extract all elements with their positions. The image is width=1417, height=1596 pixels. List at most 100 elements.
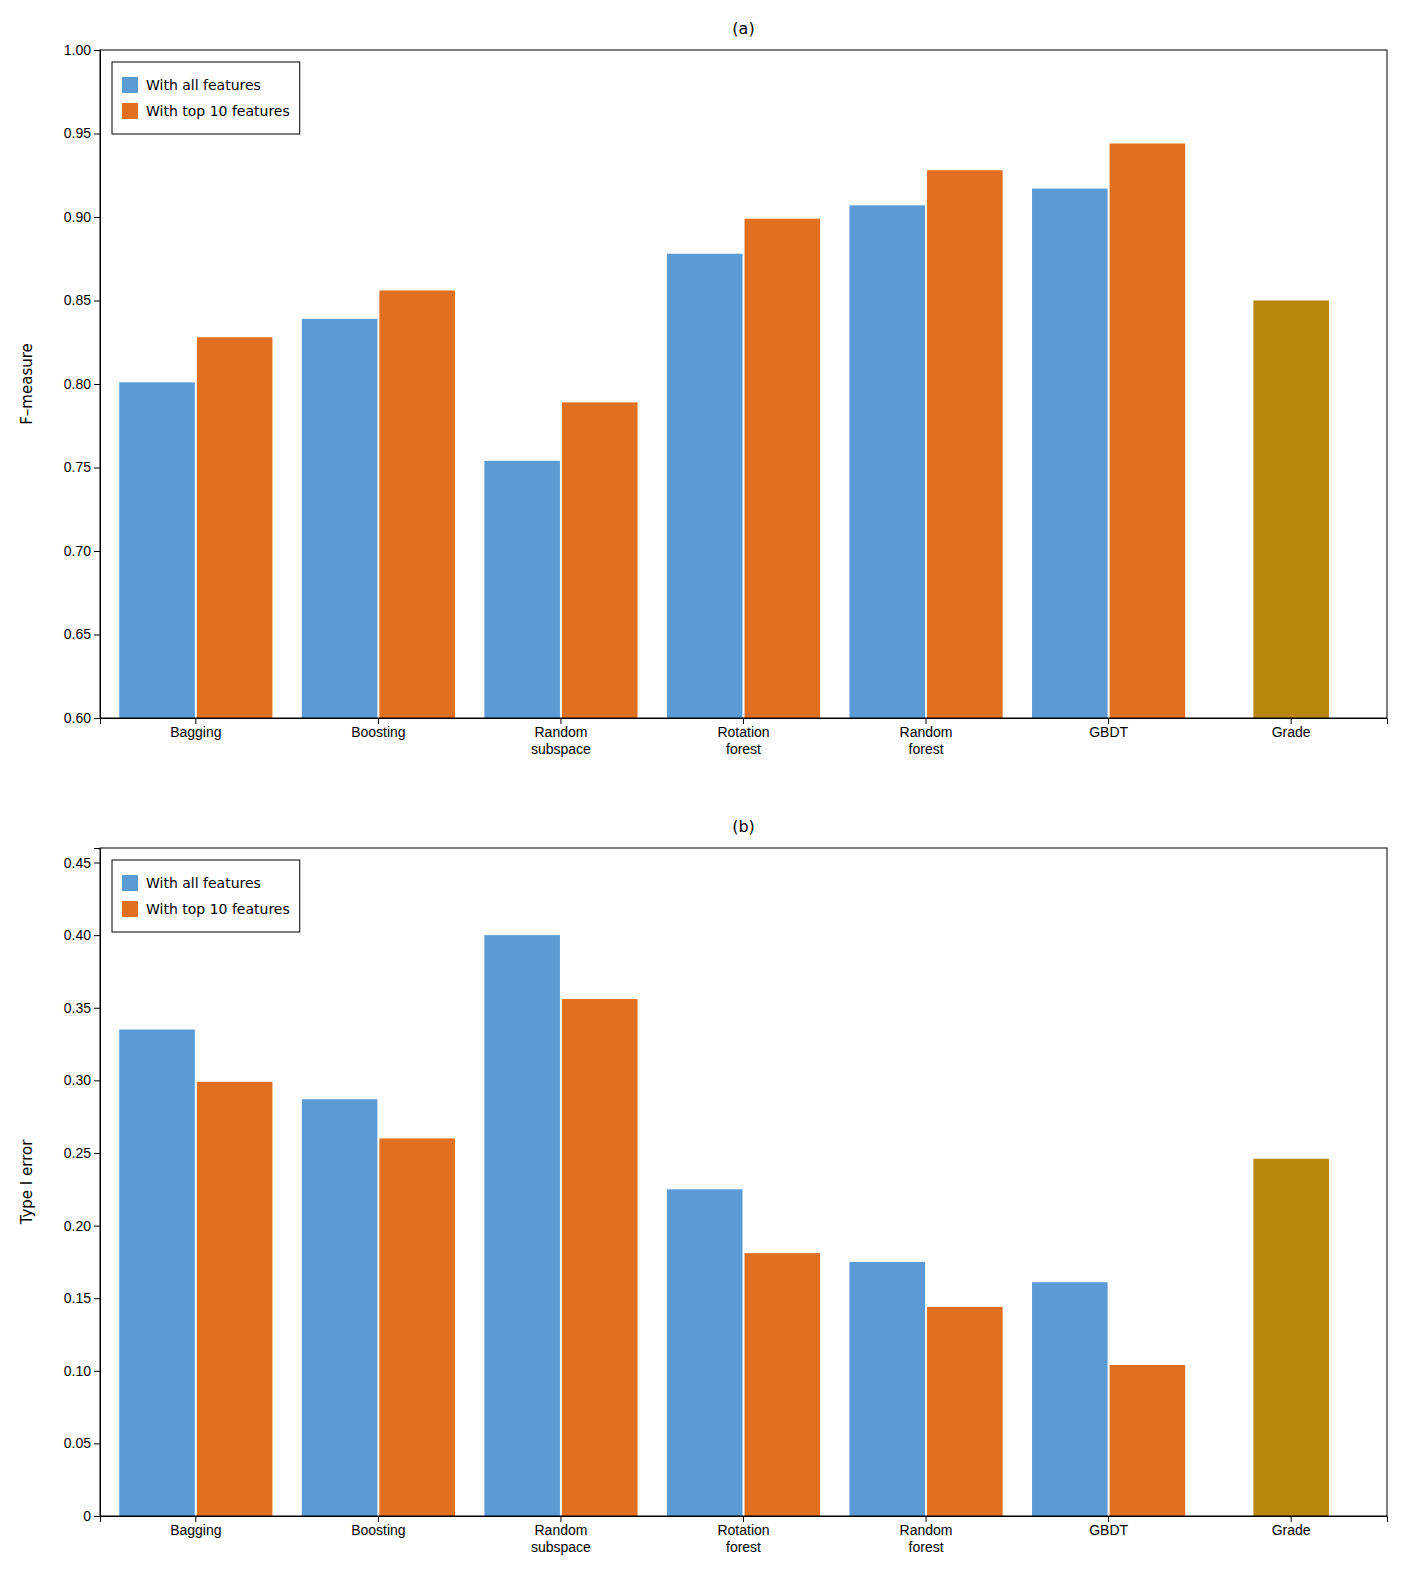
bar bbox=[667, 1189, 743, 1516]
y-tick: 0.40 bbox=[64, 927, 100, 943]
x-tick-label: Randomforest bbox=[900, 1522, 953, 1555]
bar bbox=[379, 290, 455, 718]
title: (a) bbox=[732, 19, 754, 38]
y-tick-label: 0.65 bbox=[64, 626, 91, 642]
bar bbox=[197, 1082, 273, 1516]
bar bbox=[119, 1030, 195, 1516]
y-tick-mark bbox=[94, 384, 100, 385]
bar bbox=[197, 337, 273, 718]
x-tick-label: Randomsubspace bbox=[531, 1522, 591, 1555]
x-tick-label: Grade bbox=[1272, 724, 1311, 740]
x-tick: Boosting bbox=[351, 1516, 405, 1538]
y-tick-label: 0.95 bbox=[64, 125, 91, 141]
y-tick-mark bbox=[94, 1226, 100, 1227]
bar bbox=[927, 170, 1003, 718]
bar bbox=[1110, 144, 1186, 718]
x-tick: GBDT bbox=[1089, 1516, 1128, 1538]
y-tick-label: 0 bbox=[83, 1508, 91, 1524]
y-tick-label: 0.15 bbox=[64, 1290, 91, 1306]
x-tick-label: Rotationforest bbox=[717, 724, 769, 757]
x-tick: Boosting bbox=[351, 718, 405, 740]
x-tick: Randomforest bbox=[900, 1516, 953, 1555]
bar bbox=[484, 461, 560, 718]
y-tick-mark bbox=[94, 1008, 100, 1009]
y-tick: 0.20 bbox=[64, 1218, 100, 1234]
plot-frame bbox=[100, 50, 1387, 718]
y-axis: 00.050.100.150.200.250.300.350.400.45 bbox=[64, 849, 101, 1524]
y-tick-mark bbox=[94, 718, 100, 719]
y-tick-label: 0.10 bbox=[64, 1363, 91, 1379]
y-tick: 1.00 bbox=[64, 42, 100, 58]
chart: 00.050.100.150.200.250.300.350.400.45Bag… bbox=[18, 817, 1388, 1555]
x-axis: Bagging Boosting Randomsubspace Rotationfor… bbox=[101, 718, 1388, 757]
y-tick: 0.95 bbox=[64, 125, 100, 141]
y-tick: 0.90 bbox=[64, 209, 100, 225]
y-tick-mark bbox=[94, 551, 100, 552]
x-tick-label: Bagging bbox=[170, 724, 221, 740]
y-tick: 0.10 bbox=[64, 1363, 100, 1379]
bar bbox=[562, 402, 638, 718]
y-axis-title: F–measure bbox=[18, 343, 36, 425]
x-tick-label: Grade bbox=[1272, 1522, 1311, 1538]
y-tick-label: 0.70 bbox=[64, 543, 91, 559]
y-tick-mark bbox=[94, 468, 100, 469]
legend-swatch bbox=[122, 77, 138, 93]
bar bbox=[745, 1253, 821, 1516]
y-tick-mark bbox=[94, 1298, 100, 1299]
legend-frame bbox=[112, 62, 300, 134]
y-tick-label: 0.60 bbox=[64, 710, 91, 726]
y-tick-mark bbox=[94, 50, 100, 51]
x-tick: Bagging bbox=[170, 1516, 221, 1538]
bar bbox=[1032, 1282, 1108, 1516]
y-tick-mark bbox=[94, 1443, 100, 1444]
bar bbox=[1110, 1365, 1186, 1516]
legend: With all featuresWith top 10 features bbox=[112, 860, 300, 932]
y-tick: 0.05 bbox=[64, 1435, 100, 1451]
x-tick: Randomsubspace bbox=[531, 1516, 591, 1555]
x-tick-label: Boosting bbox=[351, 1522, 405, 1538]
axis-line bbox=[94, 849, 101, 1517]
x-tick-label: GBDT bbox=[1089, 1522, 1128, 1538]
x-tick-label: Rotationforest bbox=[717, 1522, 769, 1555]
y-tick: 0 bbox=[83, 1508, 100, 1524]
legend-frame bbox=[112, 860, 300, 932]
bar bbox=[484, 935, 560, 1516]
y-tick-mark bbox=[94, 217, 100, 218]
x-tick-label: Randomsubspace bbox=[531, 724, 591, 757]
bar bbox=[849, 205, 925, 718]
y-tick: 0.35 bbox=[64, 1000, 100, 1016]
x-tick: Grade bbox=[1272, 1516, 1311, 1538]
x-tick: Rotationforest bbox=[717, 718, 769, 757]
x-tick-label: Boosting bbox=[351, 724, 405, 740]
y-tick-label: 1.00 bbox=[64, 42, 91, 58]
figure: 0.600.650.700.750.800.850.900.951.00Bagg… bbox=[0, 0, 1417, 1596]
bar bbox=[1253, 301, 1329, 719]
y-tick: 0.15 bbox=[64, 1290, 100, 1306]
y-axis: 0.600.650.700.750.800.850.900.951.00 bbox=[64, 42, 101, 726]
bar bbox=[562, 999, 638, 1516]
x-tick-label: Bagging bbox=[170, 1522, 221, 1538]
bar bbox=[927, 1307, 1003, 1516]
y-tick-label: 0.35 bbox=[64, 1000, 91, 1016]
legend-swatch bbox=[122, 875, 138, 891]
x-tick: Bagging bbox=[170, 718, 221, 740]
y-tick: 0.70 bbox=[64, 543, 100, 559]
legend-swatch bbox=[122, 901, 138, 917]
legend-label: With all features bbox=[146, 77, 261, 93]
y-tick: 0.30 bbox=[64, 1072, 100, 1088]
legend-label: With all features bbox=[146, 875, 261, 891]
x-axis: Bagging Boosting Randomsubspace Rotationfor… bbox=[101, 1516, 1388, 1555]
y-tick-label: 0.80 bbox=[64, 376, 91, 392]
x-tick: Grade bbox=[1272, 718, 1311, 740]
y-tick-label: 0.20 bbox=[64, 1218, 91, 1234]
chart: 0.600.650.700.750.800.850.900.951.00Bagg… bbox=[18, 19, 1388, 1596]
bar bbox=[302, 1099, 378, 1516]
y-tick-label: 0.05 bbox=[64, 1435, 91, 1451]
bar bbox=[849, 1262, 925, 1516]
x-tick: GBDT bbox=[1089, 718, 1128, 740]
y-tick-mark bbox=[94, 134, 100, 135]
bar bbox=[379, 1138, 455, 1516]
y-tick-mark bbox=[94, 635, 100, 636]
x-tick-label: Randomforest bbox=[900, 724, 953, 757]
y-tick-label: 0.90 bbox=[64, 209, 91, 225]
